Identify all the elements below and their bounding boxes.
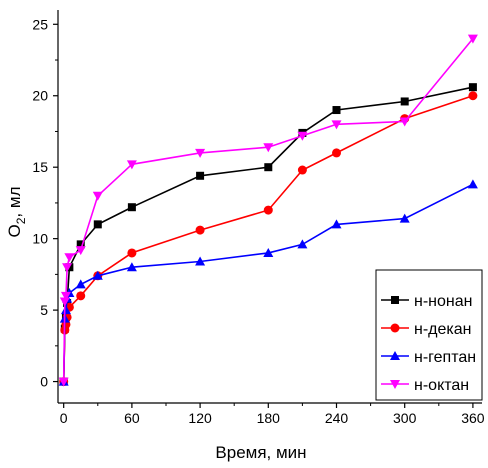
legend-items: н-нонан н-декан н-гептан н-октан <box>381 293 476 394</box>
data-point <box>468 83 477 92</box>
legend-marker <box>390 323 400 333</box>
legend-box <box>375 269 483 401</box>
y-tick-label: 0 <box>40 374 48 390</box>
legend-item: н-декан <box>381 321 471 338</box>
data-point <box>263 143 274 153</box>
data-point <box>331 148 341 158</box>
y-tick-label: 25 <box>32 16 48 32</box>
y-axis-title-sub: 2 <box>14 217 28 224</box>
series-4 <box>58 34 478 387</box>
legend-label: н-гептан <box>414 349 476 366</box>
data-point <box>126 160 137 170</box>
data-point <box>399 213 410 223</box>
legend-marker <box>390 351 400 360</box>
data-point <box>59 297 70 307</box>
data-point <box>195 225 205 235</box>
legend-label: н-октан <box>414 377 469 394</box>
data-point <box>399 117 410 127</box>
x-tick-label: 300 <box>393 410 417 426</box>
data-point <box>76 240 85 249</box>
series-line <box>62 38 474 382</box>
data-point <box>400 97 409 106</box>
data-point <box>75 279 86 289</box>
x-axis-title: Время, мин <box>215 443 306 462</box>
x-tick-label: 0 <box>60 410 68 426</box>
data-point <box>60 305 71 315</box>
data-point <box>92 270 103 280</box>
data-point <box>467 179 478 189</box>
x-ticks: 0 60 120 180 240 300 360 <box>60 403 485 426</box>
data-point <box>467 34 478 44</box>
legend-marker <box>390 380 400 389</box>
legend-label: н-нонан <box>414 293 472 310</box>
y-axis-title: O2, мл <box>5 187 28 238</box>
y-ticks: 0 5 10 15 20 25 <box>32 16 58 390</box>
data-point <box>263 247 274 257</box>
y-tick-label: 20 <box>32 88 48 104</box>
y-axis-title-main: O <box>5 224 24 237</box>
data-point <box>264 163 273 172</box>
data-point <box>331 120 342 130</box>
x-tick-label: 120 <box>188 410 212 426</box>
data-point <box>60 291 71 301</box>
y-tick-label: 5 <box>40 302 48 318</box>
y-axis-title-rest: , мл <box>5 187 24 218</box>
data-point <box>75 246 86 256</box>
data-point <box>92 191 103 201</box>
data-point <box>195 256 206 266</box>
y-tick-label: 15 <box>32 159 48 175</box>
data-point <box>331 219 342 229</box>
data-point <box>263 205 273 215</box>
data-point <box>468 91 478 101</box>
data-point <box>62 263 73 273</box>
data-point <box>127 203 136 212</box>
data-point <box>297 131 308 141</box>
x-tick-label: 360 <box>461 410 485 426</box>
data-point <box>332 106 341 115</box>
data-point <box>76 291 86 301</box>
data-point <box>195 148 206 158</box>
data-point <box>58 377 69 387</box>
legend-item: н-нонан <box>381 293 472 310</box>
data-point <box>127 248 137 258</box>
y-tick-label: 10 <box>32 231 48 247</box>
x-tick-label: 60 <box>124 410 140 426</box>
data-point <box>297 165 307 175</box>
legend-item: н-октан <box>381 377 469 394</box>
data-point <box>196 171 205 180</box>
data-point <box>126 262 137 272</box>
legend: н-нонан н-декан н-гептан н-октан <box>375 269 483 401</box>
x-tick-label: 240 <box>325 410 349 426</box>
legend-marker <box>391 296 399 304</box>
series-3 <box>58 179 478 386</box>
data-point <box>64 253 75 263</box>
data-point <box>93 220 102 229</box>
legend-item: н-гептан <box>381 349 476 366</box>
x-tick-label: 180 <box>257 410 281 426</box>
plot-area: 0 60 120 180 240 300 360 0 5 10 15 20 25 <box>32 10 485 426</box>
legend-label: н-декан <box>414 321 471 338</box>
data-point <box>297 239 308 249</box>
series-layer <box>58 34 478 387</box>
